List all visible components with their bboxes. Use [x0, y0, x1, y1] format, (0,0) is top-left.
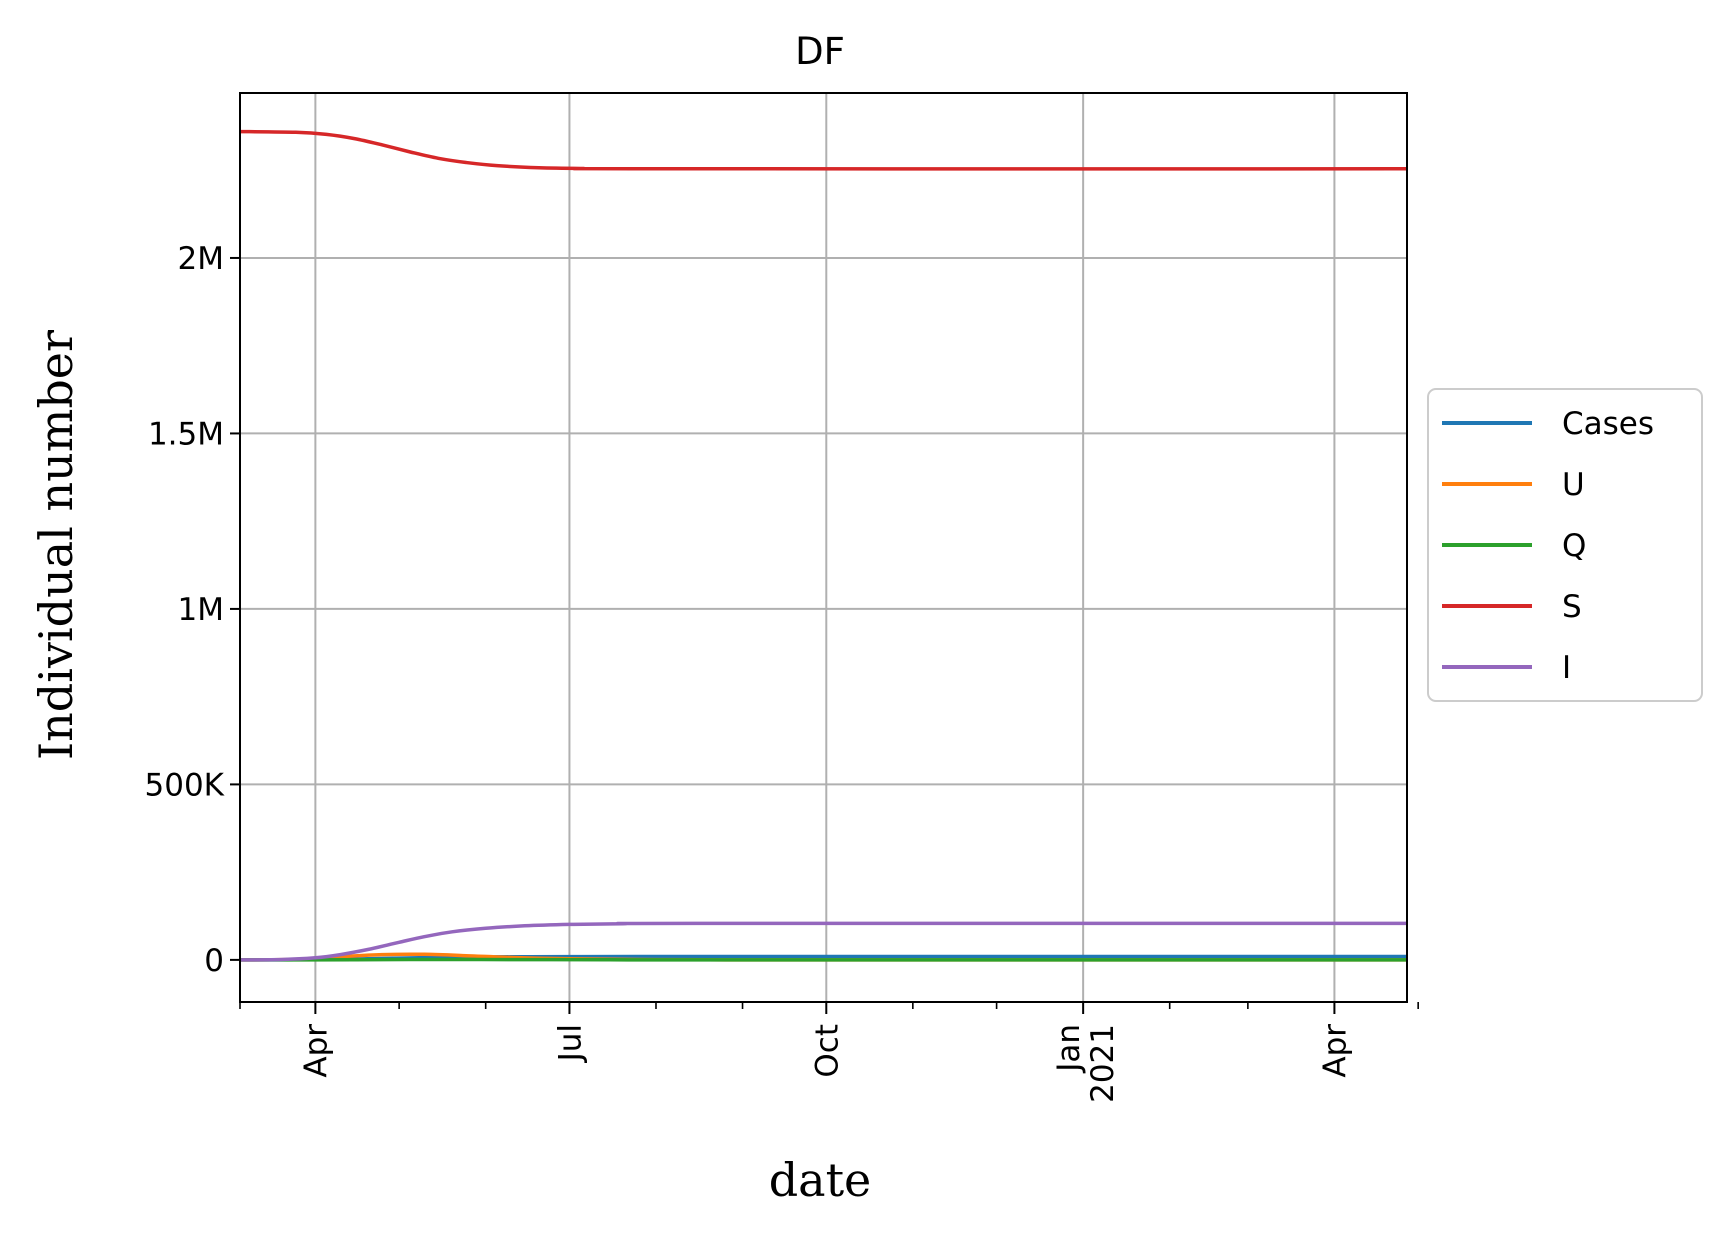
plot-frame	[239, 92, 1408, 1003]
y-tick-label: 1.5M	[148, 416, 224, 452]
x-tick-label: Jan	[1051, 1024, 1087, 1074]
legend-box	[1427, 388, 1703, 702]
y-tick-label: 1M	[178, 592, 224, 628]
legend-entry: I	[1562, 650, 1571, 686]
x-tick-label-year: 2021	[1085, 1024, 1121, 1103]
grid	[240, 93, 1407, 1002]
x-tick-label: Jul	[552, 1024, 588, 1063]
legend-entry: U	[1562, 467, 1585, 503]
x-tick-label: Apr	[298, 1024, 334, 1078]
x-tick-label: Apr	[1317, 1024, 1353, 1078]
y-tick-label: 2M	[178, 241, 224, 277]
chart-title: DF	[795, 30, 845, 73]
x-tick-label-group: Oct	[809, 1024, 845, 1078]
y-tick-label: 0	[204, 943, 224, 979]
y-axis-label: Individual number	[29, 330, 83, 760]
y-tick-label: 500K	[145, 767, 225, 803]
x-tick-label-group: Apr	[298, 1024, 334, 1078]
series-line-s	[239, 129, 1408, 171]
y-axis: 0 500K 1M 1.5M 2M	[145, 241, 240, 979]
x-tick-label-group: Jul	[552, 1024, 588, 1063]
series-lines	[239, 129, 1408, 962]
series-line-i	[239, 921, 1408, 962]
legend-entry: S	[1562, 589, 1582, 625]
legend-entry: Cases	[1562, 406, 1654, 442]
x-axis-label: date	[769, 1153, 872, 1207]
x-tick-label: Oct	[809, 1024, 845, 1078]
legend-entry: Q	[1562, 528, 1586, 564]
x-tick-label-group: Apr	[1317, 1024, 1353, 1078]
